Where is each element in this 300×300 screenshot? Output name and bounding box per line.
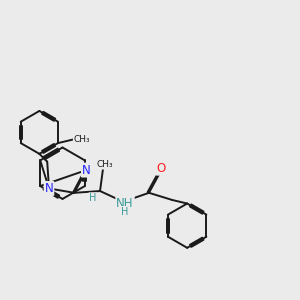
Text: NH: NH <box>116 197 134 210</box>
Text: CH₃: CH₃ <box>74 135 90 144</box>
Text: N: N <box>82 164 91 177</box>
Text: H: H <box>122 207 129 217</box>
Text: H: H <box>89 193 97 203</box>
Text: O: O <box>157 162 166 175</box>
Text: N: N <box>45 182 53 195</box>
Text: CH₃: CH₃ <box>96 160 113 169</box>
